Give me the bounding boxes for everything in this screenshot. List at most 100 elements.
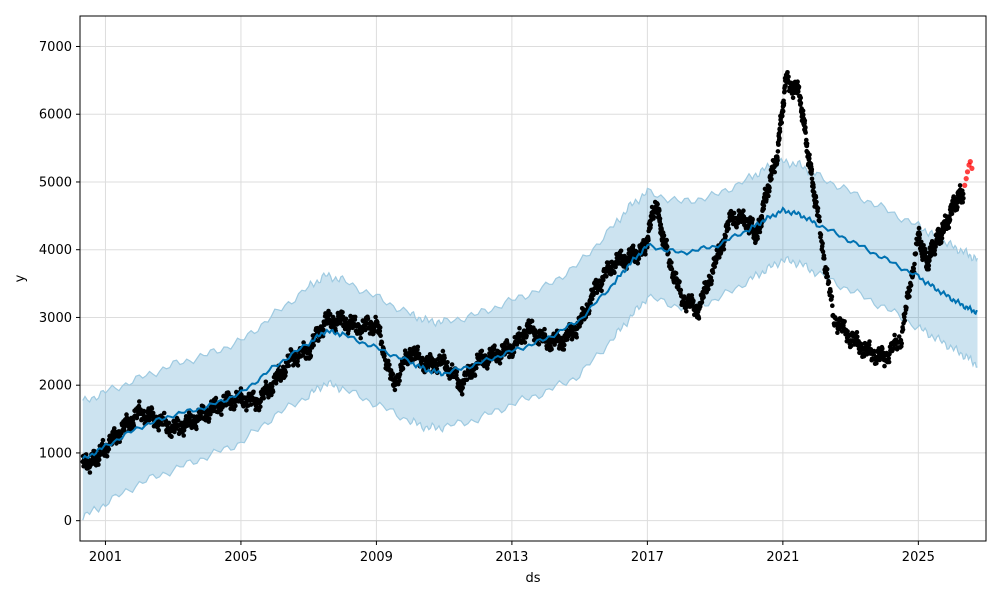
observed-point bbox=[829, 294, 835, 299]
observed-point bbox=[790, 95, 796, 101]
observed-point bbox=[415, 344, 421, 350]
uncertainty-band bbox=[82, 157, 979, 521]
observed-point bbox=[504, 340, 510, 346]
observed-point bbox=[804, 137, 809, 143]
y-tick-label: 5000 bbox=[39, 175, 72, 190]
observed-point bbox=[900, 327, 906, 332]
observed-point bbox=[807, 152, 812, 158]
observed-point bbox=[397, 371, 403, 377]
observed-point bbox=[485, 366, 490, 371]
observed-point bbox=[295, 363, 301, 368]
observed-point bbox=[867, 339, 872, 344]
observed-point bbox=[213, 395, 219, 401]
observed-point bbox=[776, 142, 781, 147]
observed-point bbox=[373, 314, 378, 320]
observed-point bbox=[960, 191, 966, 197]
observed-point bbox=[643, 252, 648, 257]
observed-point bbox=[150, 410, 156, 416]
uncertainty-fill bbox=[82, 158, 978, 521]
observed-point bbox=[258, 404, 263, 410]
observed-point bbox=[392, 387, 398, 393]
observed-point bbox=[855, 334, 860, 340]
observed-point bbox=[775, 158, 780, 163]
observed-point bbox=[723, 233, 728, 239]
observed-point bbox=[604, 274, 609, 279]
observed-point bbox=[147, 417, 152, 423]
observed-point bbox=[664, 244, 670, 249]
observed-point bbox=[782, 88, 787, 94]
observed-point bbox=[400, 366, 406, 372]
observed-point bbox=[200, 404, 206, 409]
observed-point bbox=[783, 83, 788, 88]
observed-point bbox=[761, 203, 767, 208]
observed-point bbox=[809, 176, 815, 182]
y-tick-label: 6000 bbox=[39, 108, 72, 123]
observed-point bbox=[378, 333, 383, 339]
x-tick-label: 2017 bbox=[631, 550, 664, 565]
observed-point bbox=[800, 108, 806, 113]
observed-point bbox=[913, 251, 919, 256]
observed-point bbox=[709, 278, 714, 284]
observed-point bbox=[416, 351, 422, 357]
observed-point bbox=[801, 112, 806, 117]
observed-point bbox=[529, 318, 535, 324]
observed-point bbox=[946, 225, 952, 230]
observed-point bbox=[599, 288, 604, 294]
observed-point bbox=[919, 239, 924, 245]
observed-point bbox=[459, 392, 465, 397]
observed-point bbox=[896, 334, 902, 339]
observed-point bbox=[854, 330, 860, 335]
observed-point bbox=[377, 325, 383, 330]
observed-point bbox=[379, 340, 385, 345]
observed-point bbox=[96, 457, 102, 463]
observed-point bbox=[766, 193, 771, 199]
y-tick-label: 0 bbox=[64, 514, 72, 529]
observed-point bbox=[877, 357, 883, 363]
observed-point bbox=[542, 326, 547, 332]
observed-point bbox=[902, 318, 907, 324]
observed-point bbox=[549, 347, 554, 352]
observed-point bbox=[365, 316, 371, 322]
observed-point bbox=[755, 236, 760, 241]
observed-point bbox=[826, 280, 832, 285]
observed-point bbox=[775, 149, 781, 154]
observed-point bbox=[556, 333, 561, 339]
observed-point bbox=[377, 328, 383, 334]
observed-point bbox=[599, 281, 605, 287]
observed-point bbox=[352, 314, 358, 320]
observed-point bbox=[524, 333, 529, 339]
observed-point bbox=[726, 226, 731, 231]
observed-point bbox=[820, 249, 826, 254]
observed-point bbox=[440, 348, 446, 354]
observed-point bbox=[947, 217, 953, 222]
x-tick-label: 2021 bbox=[766, 550, 799, 565]
observed-point bbox=[781, 101, 787, 106]
observed-point bbox=[307, 348, 313, 354]
observed-point bbox=[657, 208, 662, 213]
observed-point bbox=[149, 406, 155, 411]
observed-point bbox=[311, 342, 317, 348]
observed-point bbox=[327, 311, 333, 317]
observed-point bbox=[454, 373, 459, 378]
observed-point bbox=[454, 369, 460, 375]
observed-point bbox=[798, 100, 804, 106]
observed-point bbox=[899, 341, 904, 346]
observed-point bbox=[813, 195, 819, 200]
observed-point bbox=[803, 125, 808, 130]
observed-point bbox=[161, 410, 167, 416]
x-tick-label: 2005 bbox=[224, 550, 257, 565]
observed-point bbox=[464, 377, 470, 383]
observed-point bbox=[814, 199, 819, 205]
observed-point bbox=[817, 218, 822, 224]
observed-point bbox=[932, 247, 937, 253]
observed-point bbox=[818, 232, 824, 237]
y-axis: 0 1000 2000 3000 4000 5000 6000 7000 bbox=[39, 40, 80, 529]
observed-point bbox=[882, 363, 887, 369]
observed-point bbox=[286, 363, 292, 369]
observed-point bbox=[786, 74, 791, 80]
x-axis-label: ds bbox=[525, 571, 540, 586]
observed-point bbox=[785, 70, 790, 75]
observed-point bbox=[866, 342, 872, 348]
observed-point bbox=[907, 294, 912, 299]
